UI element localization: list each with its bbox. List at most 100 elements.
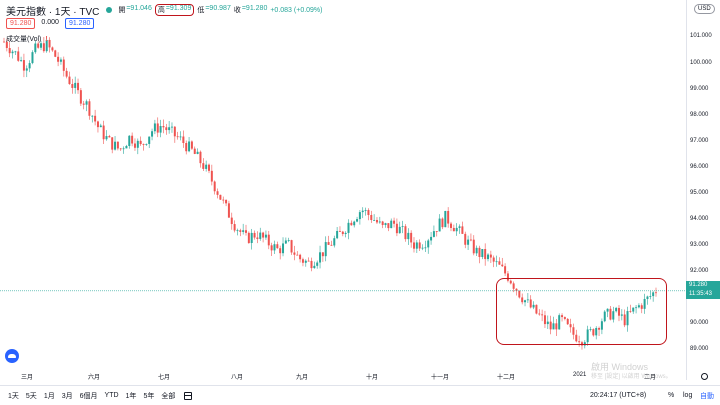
time-axis-label: 九月 [296, 375, 309, 381]
candle-body [122, 148, 125, 150]
candle-body [609, 308, 612, 320]
price-chart[interactable] [0, 0, 686, 380]
candle-body [14, 51, 17, 53]
symbol-title[interactable]: 美元指數 · 1天 · TVC [6, 6, 100, 18]
range-6m[interactable]: 6個月 [79, 392, 98, 400]
candle-body [316, 262, 319, 266]
candle-body [267, 234, 270, 246]
candle-body [646, 296, 649, 299]
candle-body [643, 298, 646, 309]
candle-body [452, 227, 455, 232]
candle-body [541, 314, 544, 316]
price-axis-label: 100.000 [690, 60, 712, 66]
range-1m[interactable]: 1月 [43, 392, 55, 400]
candle-body [25, 68, 28, 71]
currency-badge[interactable]: USD [694, 4, 715, 14]
watermark-line1: 啟用 Windows [591, 362, 649, 372]
range-ytd[interactable]: YTD [104, 392, 119, 399]
range-all[interactable]: 全部 [161, 392, 176, 400]
candle-body [330, 244, 333, 246]
candle-body [68, 76, 71, 85]
ohlc-values: 開 =91.046 高 =91.309 低 =90.987 收 =91.280 +0.0… [118, 4, 323, 16]
candle-body [125, 145, 128, 149]
candle-body [472, 239, 475, 254]
candle-body [233, 224, 236, 231]
buy-price-box[interactable]: 91.280 [64, 18, 95, 29]
candle-body [199, 151, 202, 164]
range-1y[interactable]: 1年 [125, 392, 137, 400]
low-label: 低 [197, 7, 205, 14]
candle-body [304, 260, 307, 263]
candle-body [640, 305, 643, 309]
candle-body [606, 308, 609, 312]
candle-body [205, 164, 208, 169]
candle-body [487, 254, 490, 260]
candle-body [20, 60, 23, 61]
candle-body [51, 47, 54, 51]
calendar-icon[interactable] [184, 391, 193, 400]
candle-body [438, 218, 441, 232]
candle-body [418, 242, 421, 249]
candle-body [17, 51, 20, 61]
candle-body [313, 265, 316, 269]
volume-indicator[interactable]: 成交量(Vol) ! [6, 34, 48, 44]
time-axis[interactable]: 三月 六月 七月 八月 九月 十月 十一月 十二月 2021 二月 [0, 371, 686, 381]
volume-label: 成交量(Vol) [6, 36, 42, 43]
candle-body [193, 148, 196, 154]
candle-body [506, 273, 509, 281]
candle-body [96, 121, 99, 128]
candle-body [617, 307, 620, 316]
price-axis-label: 97.000 [690, 138, 709, 144]
candle-body [612, 311, 615, 320]
open-number: =91.046 [126, 5, 152, 12]
candle-body [142, 144, 145, 145]
candle-body [518, 290, 521, 298]
range-1d[interactable]: 1天 [8, 392, 19, 400]
range-5y[interactable]: 5年 [143, 392, 155, 400]
candle-body [347, 222, 350, 233]
candle-body [307, 260, 310, 262]
candle-body [45, 39, 48, 52]
candle-body [393, 220, 396, 224]
candle-body [57, 56, 60, 62]
percent-toggle[interactable]: % [668, 392, 675, 399]
candle-body [390, 220, 393, 229]
candle-body [284, 240, 287, 244]
candle-body [521, 297, 524, 303]
candle-body [546, 321, 549, 325]
candle-body [256, 237, 259, 239]
candle-body [247, 232, 250, 244]
candle-body [598, 327, 601, 330]
candle-body [185, 143, 188, 152]
candlestick-chart[interactable] [0, 0, 686, 380]
low-value: 低 =90.987 [197, 5, 231, 15]
candle-body [424, 247, 427, 249]
candle-body [245, 230, 248, 233]
candle-body [293, 252, 296, 255]
candle-body [153, 123, 156, 132]
range-5d[interactable]: 5天 [25, 392, 37, 400]
candle-body [481, 249, 484, 258]
log-toggle[interactable]: log [683, 392, 693, 399]
candle-body [74, 82, 77, 88]
close-number: =91.280 [241, 5, 268, 12]
range-3m[interactable]: 3月 [61, 392, 73, 400]
warning-icon[interactable]: ! [45, 35, 48, 43]
close-label: 收 [233, 7, 241, 14]
candle-body [629, 311, 632, 312]
candle-body [464, 233, 467, 245]
candle-body [242, 230, 245, 232]
gear-icon[interactable] [701, 373, 708, 380]
candle-body [301, 259, 304, 263]
price-axis[interactable] [686, 0, 720, 380]
candle-body [262, 232, 265, 238]
sell-price-box[interactable]: 91.280 [6, 18, 36, 29]
candle-body [552, 323, 555, 330]
auto-toggle[interactable]: 自動 [700, 392, 714, 400]
candle-body [338, 230, 341, 232]
candle-body [580, 342, 583, 346]
clock-timezone[interactable]: 20:24:17 (UTC+8) [590, 392, 647, 399]
price-axis-label: 92.000 [690, 268, 709, 274]
tradingview-logo-icon[interactable] [5, 349, 19, 363]
candle-body [344, 232, 347, 235]
